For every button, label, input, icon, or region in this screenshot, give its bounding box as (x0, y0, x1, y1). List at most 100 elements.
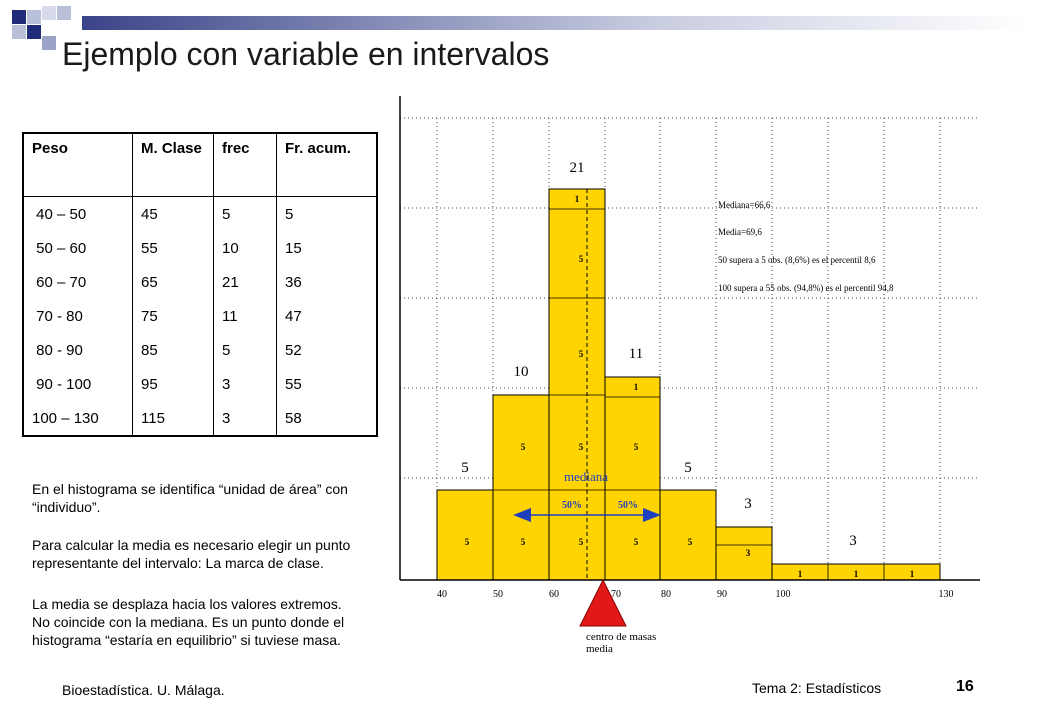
decor-square-light-1 (27, 10, 41, 24)
bar-height-label: 3 (849, 533, 857, 549)
note-extremos-line2: No coincide con la mediana. Es un punto … (32, 614, 345, 630)
bar-height-label: 21 (570, 160, 585, 176)
cell-frec: 5 (213, 196, 277, 231)
cell-peso: 60 – 70 (32, 273, 87, 291)
cell-unit-label: 1 (634, 382, 639, 392)
histogram-bar-40-50 (436, 489, 494, 581)
cell-acum: 15 (276, 231, 377, 265)
cell-peso: 80 - 90 (32, 341, 83, 359)
cell-acum: 55 (276, 367, 377, 401)
cell-marca: 75 (132, 299, 214, 333)
cell-unit-label: 5 (521, 537, 526, 547)
cell-unit-label: 5 (465, 537, 470, 547)
cell-marca: 95 (132, 367, 214, 401)
bar-height-label: 5 (461, 460, 469, 476)
cell-marca: 115 (132, 401, 214, 436)
cell-unit-label: 5 (579, 254, 584, 264)
x-tick-label: 60 (549, 589, 559, 600)
x-tick-label: 130 (939, 589, 954, 600)
note-extremos-line3: histograma “estaría en equilibrio” si tu… (32, 632, 341, 648)
cell-frec: 10 (213, 231, 277, 265)
x-tick-label: 50 (493, 589, 503, 600)
cell-frec: 11 (213, 299, 277, 333)
cell-peso: 40 – 50 (32, 205, 87, 223)
cell-marca: 45 (132, 196, 214, 231)
arrow-right-icon (643, 508, 661, 522)
note-media-line1: Para calcular la media es necesario eleg… (32, 537, 351, 553)
cell-unit-label: 3 (746, 548, 751, 558)
cell-unit-label: 5 (634, 537, 639, 547)
table-row: 90 - 100 95 3 55 (23, 367, 377, 401)
cell-peso: 70 - 80 (32, 307, 83, 325)
cell-peso: 90 - 100 (32, 375, 92, 393)
histogram-bar-90-100 (715, 526, 773, 581)
table-row: 50 – 60 55 10 15 (23, 231, 377, 265)
cell-unit-label: 1 (798, 569, 803, 579)
annotation-mediana-value: Mediana=66,6 (718, 200, 771, 210)
x-tick-label: 100 (776, 589, 791, 600)
decor-square-navy-3 (42, 36, 56, 50)
slide-title: Ejemplo con variable en intervalos (62, 36, 550, 72)
table-row: 100 – 130 115 3 58 (23, 401, 377, 436)
cell-unit-label: 5 (688, 537, 693, 547)
page-number: 16 (956, 678, 974, 695)
bar-height-label: 11 (629, 346, 643, 362)
cell-acum: 36 (276, 265, 377, 299)
cell-acum: 5 (276, 196, 377, 231)
cell-acum: 58 (276, 401, 377, 436)
note-unidad-area-line2: “individuo”. (32, 499, 101, 515)
cell-marca: 65 (132, 265, 214, 299)
x-tick-label: 80 (661, 589, 671, 600)
col-header-marca-clase: M. Clase (132, 133, 214, 197)
cell-acum: 52 (276, 333, 377, 367)
cell-frec: 5 (213, 333, 277, 367)
histogram-cell-dividers (493, 208, 885, 580)
pct-right-label: 50% (618, 500, 638, 511)
note-extremos-line1: La media se desplaza hacia los valores e… (32, 596, 342, 612)
cell-frec: 3 (213, 401, 277, 436)
note-unidad-area-line1: En el histograma se identifica “unidad d… (32, 481, 348, 497)
decor-square-light-2 (12, 25, 26, 39)
x-tick-label: 70 (611, 589, 621, 600)
cell-unit-label: 5 (579, 537, 584, 547)
note-media-line2: representante del intervalo: La marca de… (32, 555, 324, 571)
cell-frec: 3 (213, 367, 277, 401)
footer-institution: Bioestadística. U. Málaga. (62, 682, 225, 698)
cell-frec: 21 (213, 265, 277, 299)
cell-peso: 100 – 130 (32, 409, 99, 427)
x-tick-label: 90 (717, 589, 727, 600)
cell-unit-label: 5 (521, 442, 526, 452)
table-header-row: Peso M. Clase frec Fr. acum. (23, 133, 377, 197)
col-header-peso: Peso (32, 140, 68, 157)
cell-marca: 85 (132, 333, 214, 367)
cell-unit-label: 1 (910, 569, 915, 579)
cell-unit-label: 5 (579, 442, 584, 452)
cell-acum: 47 (276, 299, 377, 333)
media-label: media (586, 643, 613, 655)
cell-unit-label: 1 (854, 569, 859, 579)
histogram-bar-70-80 (604, 376, 661, 581)
histogram-bar-50-60 (492, 394, 550, 581)
cell-unit-label: 5 (634, 442, 639, 452)
x-tick-label: 40 (437, 589, 447, 600)
cell-unit-label: 1 (575, 194, 580, 204)
decor-square-light-4 (57, 6, 71, 20)
median-arrows (513, 508, 661, 522)
title-rule (82, 16, 1030, 30)
table-row: 40 – 50 45 5 5 (23, 196, 377, 231)
table-row: 70 - 80 75 11 47 (23, 299, 377, 333)
bar-height-label: 5 (684, 460, 692, 476)
decor-square-navy-2 (27, 25, 41, 39)
histogram-bar-60-70 (548, 188, 606, 581)
frequency-table: Peso M. Clase frec Fr. acum. 40 – 50 45 … (22, 132, 378, 437)
col-header-frec-acum: Fr. acum. (276, 133, 377, 197)
table-row: 80 - 90 85 5 52 (23, 333, 377, 367)
cell-peso: 50 – 60 (32, 239, 87, 257)
col-header-frec: frec (213, 133, 277, 197)
annotation-percentil-100: 100 supera a 55 obs. (94,8%) es el perce… (718, 283, 894, 293)
decor-square-light-3 (42, 6, 56, 20)
cell-marca: 55 (132, 231, 214, 265)
mediana-label: mediana (564, 469, 608, 484)
histogram-bar-80-90 (659, 489, 717, 581)
